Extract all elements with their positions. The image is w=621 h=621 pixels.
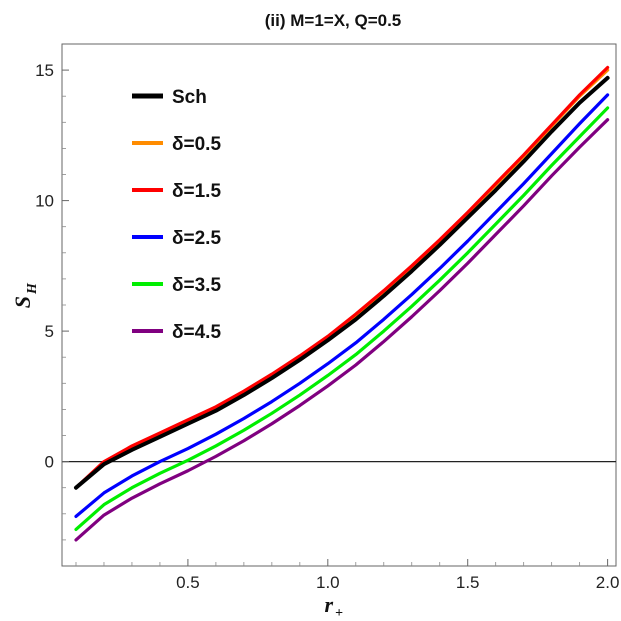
y-tick-label: 5 xyxy=(45,322,54,341)
series-line-delta-15 xyxy=(74,65,610,490)
series-line-delta-45 xyxy=(74,118,610,542)
x-tick-label: 2.0 xyxy=(596,573,620,592)
legend-item: δ=4.5 xyxy=(132,322,221,343)
series-line-sch xyxy=(73,75,610,490)
legend-item: δ=3.5 xyxy=(132,275,221,296)
legend-label: δ=2.5 xyxy=(172,228,221,249)
series-line-delta-35 xyxy=(74,106,610,532)
y-tick-label: 0 xyxy=(45,453,54,472)
y-axis-label: S H xyxy=(10,282,40,308)
chart-title: (ii) M=1=X, Q=0.5 xyxy=(265,11,402,30)
legend-label: Sch xyxy=(172,87,207,108)
svg-text:S: S xyxy=(10,296,35,308)
svg-text:+: + xyxy=(335,606,343,621)
legend: Sch δ=0.5 δ=1.5 δ=2.5 δ=3.5 δ=4.5 xyxy=(132,87,221,343)
y-axis-label-sub: H xyxy=(25,282,40,295)
series-line-delta-25 xyxy=(74,93,610,519)
legend-label: δ=1.5 xyxy=(172,181,221,202)
y-tick-label: 10 xyxy=(35,192,54,211)
x-axis-ticks: 0.5 1.0 1.5 2.0 xyxy=(75,559,620,592)
x-axis-label-main: r xyxy=(324,592,333,617)
y-axis-label-main: S xyxy=(10,296,35,308)
y-tick-label: 15 xyxy=(35,61,54,80)
x-tick-label: 1.5 xyxy=(456,573,480,592)
series-lines xyxy=(73,65,610,542)
y-axis-ticks: 0 5 10 15 xyxy=(35,61,69,541)
x-axis-label: r + xyxy=(324,592,343,621)
x-axis-label-sub: + xyxy=(335,606,343,621)
legend-label: δ=0.5 xyxy=(172,134,221,155)
legend-item: δ=2.5 xyxy=(132,228,221,249)
plot-frame xyxy=(61,43,617,567)
x-tick-label: 0.5 xyxy=(176,573,200,592)
svg-text:H: H xyxy=(25,282,40,295)
legend-item: δ=0.5 xyxy=(132,134,221,155)
svg-text:r: r xyxy=(324,592,333,617)
legend-item: Sch xyxy=(132,87,207,108)
legend-label: δ=3.5 xyxy=(172,275,221,296)
legend-item: δ=1.5 xyxy=(132,181,221,202)
x-tick-label: 1.0 xyxy=(316,573,340,592)
legend-label: δ=4.5 xyxy=(172,322,221,343)
series-line-delta-05 xyxy=(74,68,610,490)
